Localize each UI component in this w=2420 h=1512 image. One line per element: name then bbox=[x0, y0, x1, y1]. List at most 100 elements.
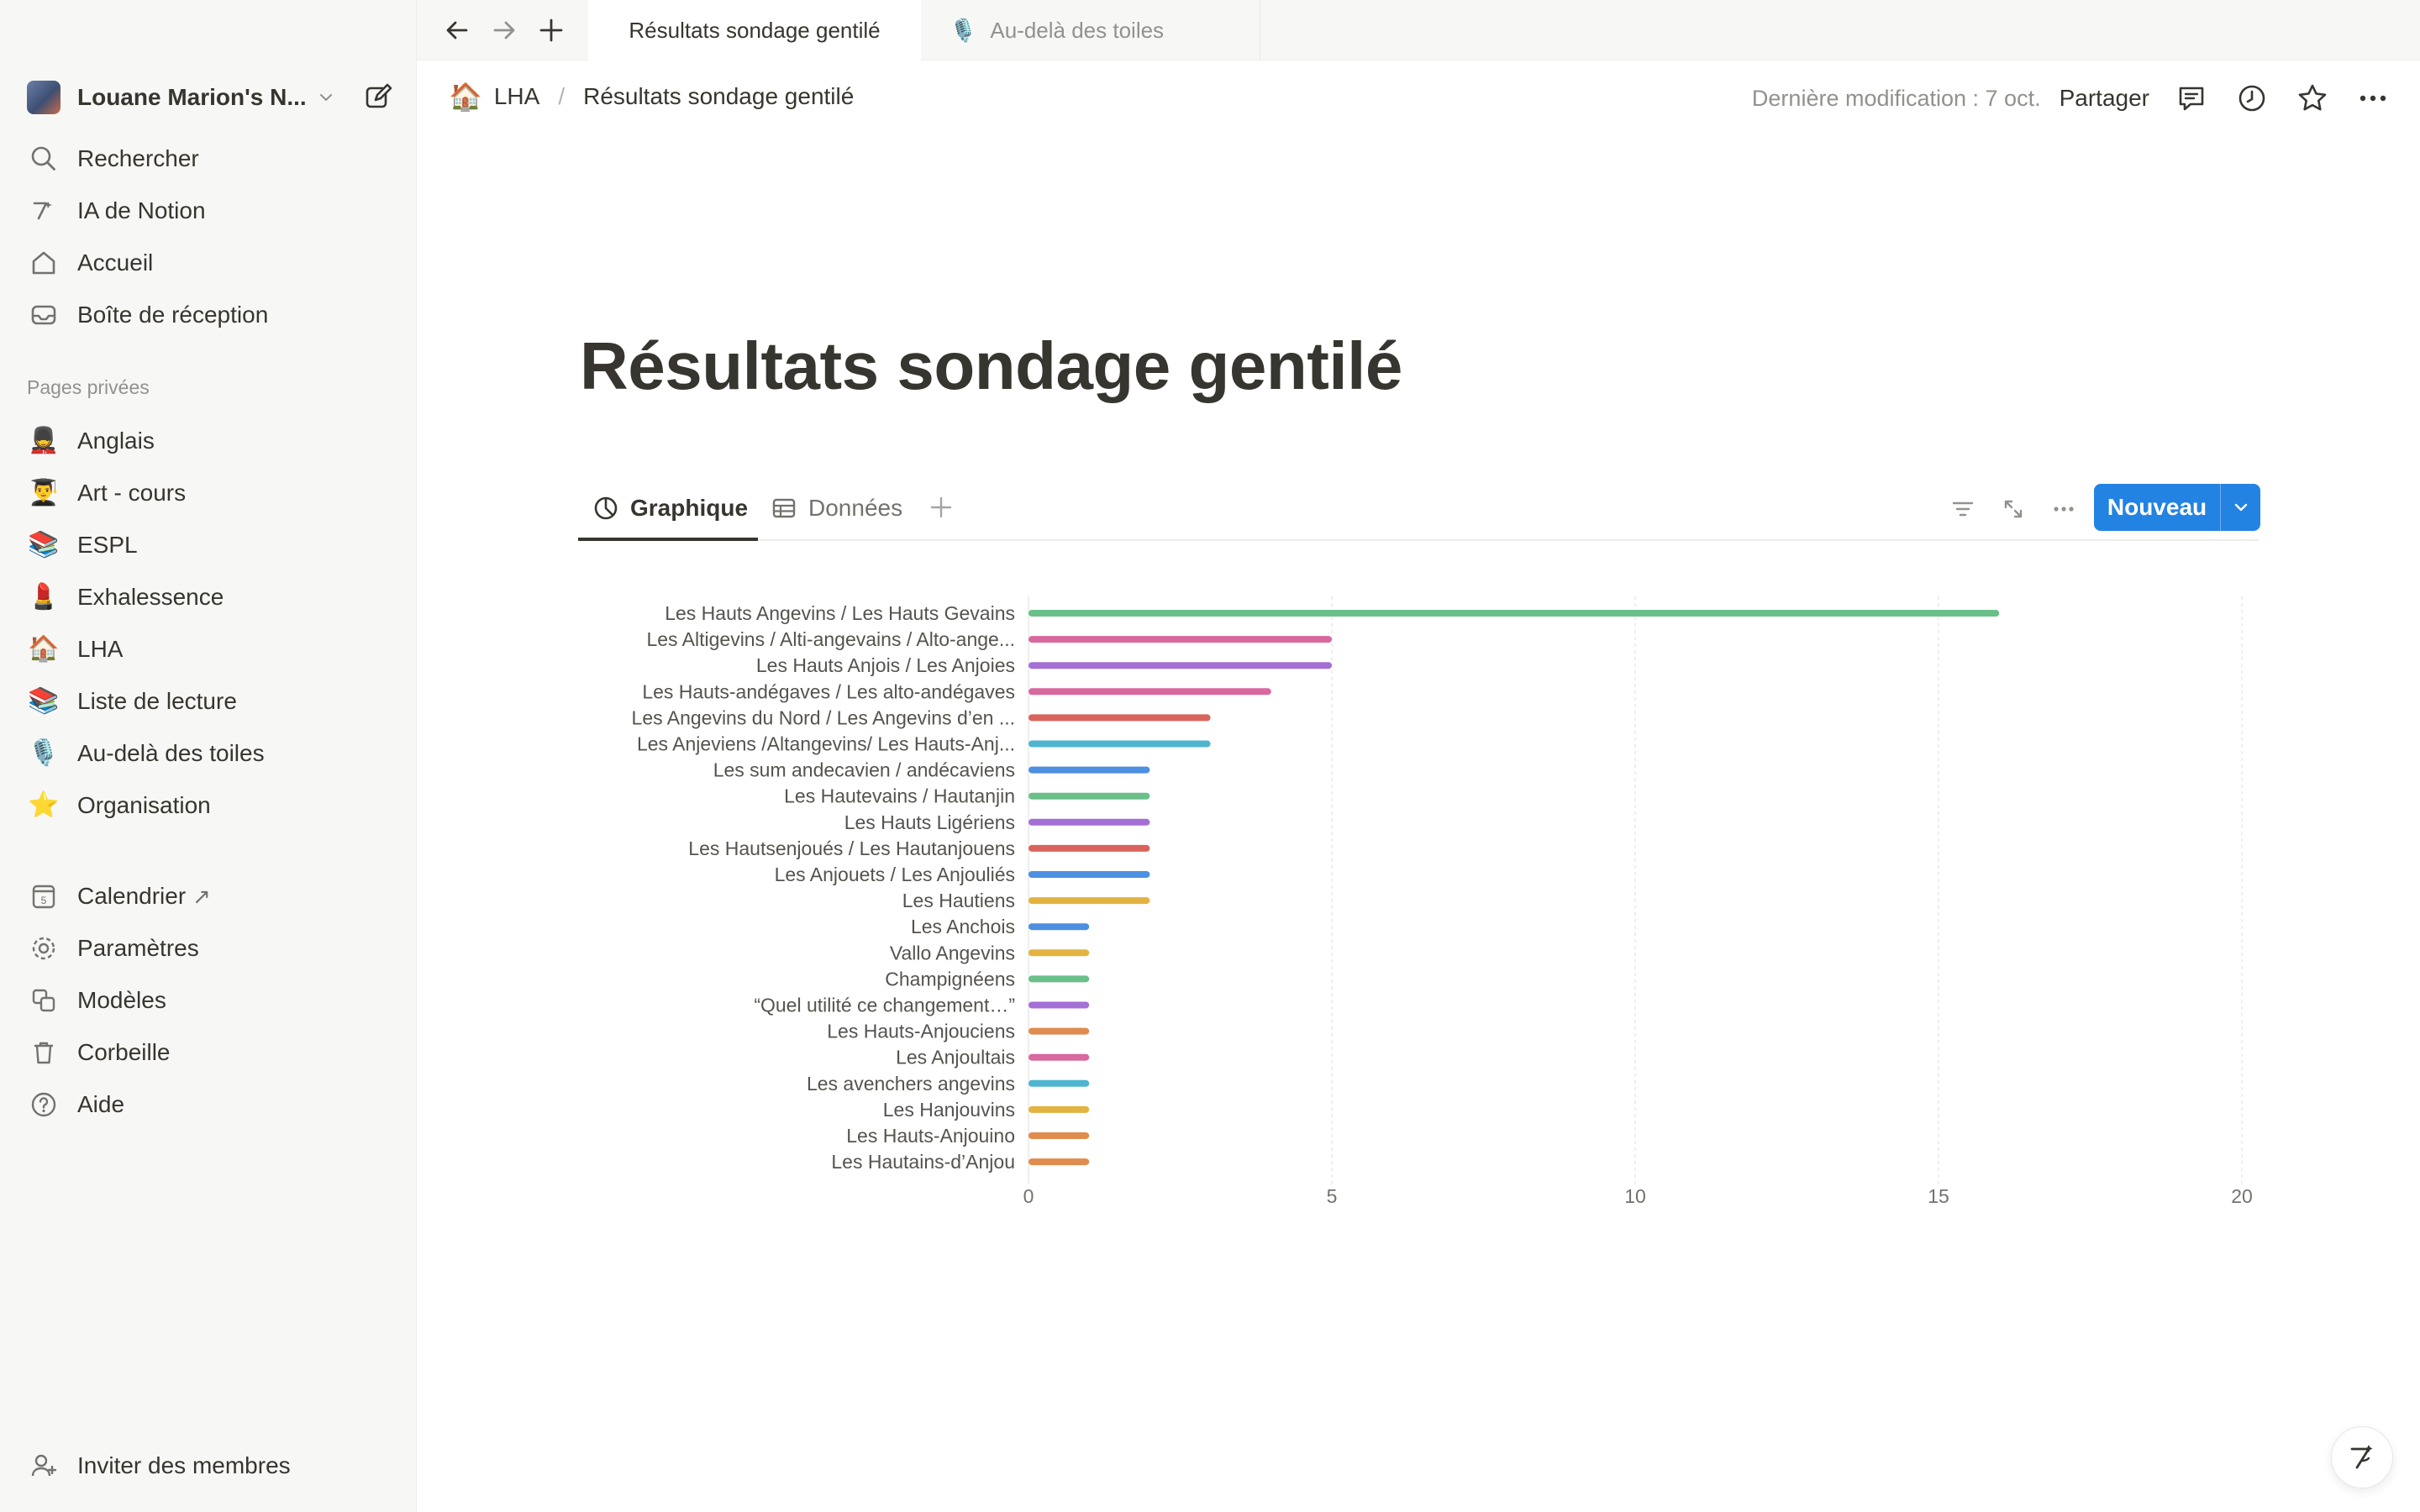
page-title[interactable]: Résultats sondage gentilé bbox=[580, 328, 1402, 403]
home-icon bbox=[27, 246, 60, 280]
page-emoji-icon: 💄 bbox=[28, 583, 60, 611]
category-label: Vallo Angevins bbox=[890, 942, 1015, 963]
category-label: Les Altigevins / Alti-angevains / Alto-a… bbox=[646, 628, 1015, 650]
chart-bar bbox=[1028, 1158, 1090, 1166]
last-modified-text: Dernière modification : 7 oct. bbox=[1751, 85, 2041, 111]
sidebar-item-inbox[interactable]: Boîte de réception bbox=[27, 294, 397, 336]
new-page-icon[interactable] bbox=[361, 81, 395, 114]
tab-graphique[interactable]: Graphique bbox=[592, 487, 748, 529]
sidebar-page-au-dela-des-toiles[interactable]: 🎙️ Au-delà des toiles bbox=[27, 732, 397, 774]
chart-bar bbox=[1028, 897, 1150, 905]
x-tick-label: 15 bbox=[1928, 1185, 1949, 1207]
share-button[interactable]: Partager bbox=[2059, 85, 2149, 111]
category-label: Les Hauts Anjois / Les Anjoies bbox=[756, 654, 1015, 676]
category-label: Les Anjeviens /Altangevins/ Les Hauts-An… bbox=[637, 733, 1015, 755]
invite-user-icon bbox=[27, 1449, 60, 1483]
invite-members-button[interactable]: Inviter des membres bbox=[27, 1445, 397, 1487]
invite-label: Inviter des membres bbox=[77, 1452, 291, 1478]
category-label: Les Hautains-d’Anjou bbox=[831, 1151, 1015, 1173]
sidebar-item-label: Modèles bbox=[77, 987, 166, 1013]
sidebar-item-trash[interactable]: Corbeille bbox=[27, 1032, 397, 1074]
view-options-icon[interactable] bbox=[2047, 492, 2081, 526]
sidebar-page-art-cours[interactable]: 👨‍🎓 Art - cours bbox=[27, 472, 397, 514]
sidebar-item-label: Anglais bbox=[77, 428, 155, 454]
tab-bar: Résultats sondage gentilé 🎙️ Au-delà des… bbox=[417, 0, 2420, 60]
tab-label: Au-delà des toiles bbox=[990, 17, 1165, 43]
favorite-star-icon[interactable] bbox=[2292, 78, 2333, 118]
sidebar-page-espl[interactable]: 📚 ESPL bbox=[27, 524, 397, 566]
back-arrow-icon[interactable] bbox=[440, 13, 474, 47]
sidebar-page-anglais[interactable]: 💂 Anglais bbox=[27, 420, 397, 462]
chart-bar bbox=[1028, 688, 1271, 696]
settings-icon bbox=[27, 932, 60, 965]
category-label: Les Hautevains / Hautanjin bbox=[784, 785, 1015, 807]
breadcrumb-separator: / bbox=[558, 83, 566, 109]
chart-bar bbox=[1028, 975, 1090, 983]
chart-bar bbox=[1028, 1079, 1090, 1087]
chart-bar bbox=[1028, 636, 1332, 643]
new-entry-button[interactable]: Nouveau bbox=[2094, 484, 2260, 531]
sidebar-item-label: IA de Notion bbox=[77, 197, 206, 223]
tab-au-dela-des-toiles[interactable]: 🎙️ Au-delà des toiles bbox=[921, 0, 1260, 60]
new-tab-plus-icon[interactable] bbox=[534, 13, 568, 47]
chart-bar bbox=[1028, 740, 1211, 748]
filter-icon[interactable] bbox=[1946, 492, 1980, 526]
breadcrumb-current[interactable]: Résultats sondage gentilé bbox=[583, 83, 855, 109]
bar-chart: 0 5 10 15 20 Les Hauts Angevins / Les Hauts G… bbox=[578, 588, 2259, 1226]
history-clock-icon[interactable] bbox=[2232, 78, 2272, 118]
category-label: Les Hauts Ligériens bbox=[844, 811, 1015, 833]
sidebar-page-exhalessence[interactable]: 💄 Exhalessence bbox=[27, 576, 397, 618]
comments-icon[interactable] bbox=[2171, 78, 2212, 118]
sidebar-item-home[interactable]: Accueil bbox=[27, 242, 397, 284]
sidebar-item-help[interactable]: Aide bbox=[27, 1084, 397, 1126]
sidebar-item-label: Exhalessence bbox=[77, 584, 224, 610]
tab-resultats-sondage[interactable]: Résultats sondage gentilé bbox=[588, 0, 921, 60]
page-emoji-icon: 💂 bbox=[28, 427, 60, 454]
sidebar-item-templates[interactable]: Modèles bbox=[27, 979, 397, 1021]
category-label: Les Angevins du Nord / Les Angevins d’en… bbox=[632, 706, 1015, 728]
chart-bar bbox=[1028, 766, 1150, 774]
notion-ai-help-button[interactable] bbox=[2331, 1426, 2393, 1488]
view-label: Graphique bbox=[630, 495, 749, 521]
expand-icon[interactable] bbox=[1996, 492, 2030, 526]
external-link-icon: ↗ bbox=[192, 883, 211, 909]
category-label: Les avenchers angevins bbox=[807, 1073, 1015, 1095]
x-tick-label: 5 bbox=[1327, 1185, 1338, 1207]
chart-bar bbox=[1028, 1105, 1090, 1113]
sidebar-page-liste-de-lecture[interactable]: 📚 Liste de lecture bbox=[27, 680, 397, 722]
page-emoji-icon: 🏠 bbox=[28, 635, 60, 663]
help-icon bbox=[27, 1088, 60, 1121]
x-tick-label: 0 bbox=[1023, 1185, 1034, 1207]
chart-bar bbox=[1028, 923, 1090, 931]
breadcrumb: 🏠 LHA / Résultats sondage gentilé bbox=[449, 81, 854, 113]
breadcrumb-parent-emoji: 🏠 bbox=[449, 81, 482, 112]
workspace-switcher[interactable]: Louane Marion's N... bbox=[27, 81, 397, 114]
new-dropdown-chevron-icon[interactable] bbox=[2221, 498, 2260, 517]
page-header: 🏠 LHA / Résultats sondage gentilé Derniè… bbox=[417, 60, 2420, 136]
sidebar-page-organisation[interactable]: ⭐ Organisation bbox=[27, 785, 397, 827]
chart-bar bbox=[1028, 844, 1150, 852]
sidebar-item-label: Accueil bbox=[77, 249, 154, 276]
add-view-plus-icon[interactable] bbox=[926, 492, 956, 522]
workspace-name: Louane Marion's N... bbox=[77, 84, 307, 110]
x-tick-label: 10 bbox=[1624, 1185, 1646, 1207]
more-options-icon[interactable] bbox=[2353, 78, 2393, 118]
sidebar-item-notion-ai[interactable]: IA de Notion bbox=[27, 190, 397, 232]
forward-arrow-icon[interactable] bbox=[487, 13, 521, 47]
category-label: Les Hauts-Anjouciens bbox=[827, 1021, 1015, 1042]
page-emoji-icon: 🎙️ bbox=[28, 739, 60, 767]
breadcrumb-parent[interactable]: LHA bbox=[493, 83, 540, 109]
header-actions: Dernière modification : 7 oct. Partager bbox=[1752, 77, 2393, 119]
chevron-down-icon[interactable] bbox=[316, 87, 336, 108]
sidebar-page-lha[interactable]: 🏠 LHA bbox=[27, 628, 397, 670]
sidebar-item-search[interactable]: Rechercher bbox=[27, 138, 397, 180]
chart-bar bbox=[1028, 871, 1150, 878]
category-label: Les Anchois bbox=[911, 916, 1015, 937]
sidebar-item-settings[interactable]: Paramètres bbox=[27, 927, 397, 969]
new-button-label: Nouveau bbox=[2107, 494, 2207, 520]
tab-donnees[interactable]: Données bbox=[770, 487, 902, 529]
page-emoji-icon: ⭐ bbox=[28, 791, 60, 819]
sidebar-item-calendar[interactable]: 5 Calendrier ↗ bbox=[27, 875, 397, 917]
svg-text:5: 5 bbox=[41, 895, 47, 906]
